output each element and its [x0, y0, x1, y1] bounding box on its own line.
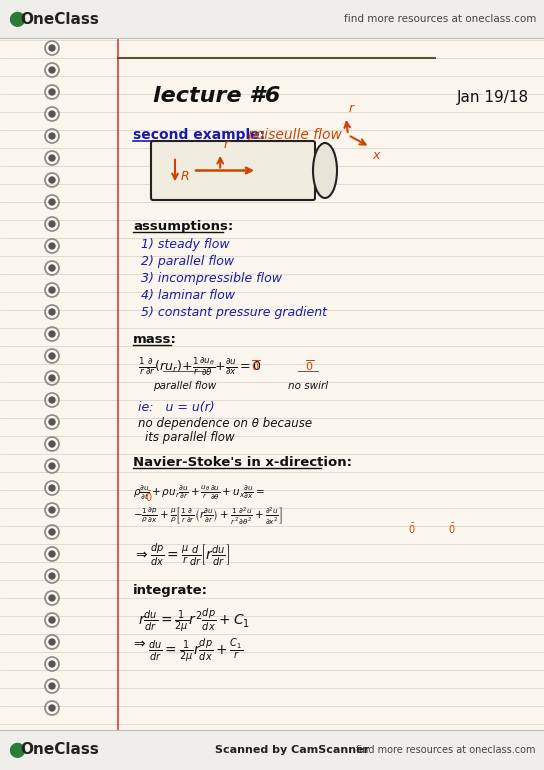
FancyBboxPatch shape [151, 141, 315, 200]
Circle shape [49, 595, 55, 601]
Text: 2) parallel flow: 2) parallel flow [141, 255, 234, 268]
Text: $\bar{0}$: $\bar{0}$ [145, 490, 152, 504]
Text: assumptions:: assumptions: [133, 220, 233, 233]
Circle shape [49, 155, 55, 161]
Circle shape [49, 639, 55, 645]
Circle shape [49, 353, 55, 359]
Circle shape [49, 375, 55, 381]
Circle shape [49, 287, 55, 293]
Text: ⬤: ⬤ [8, 12, 25, 27]
Text: $\Rightarrow$: $\Rightarrow$ [131, 636, 147, 650]
Circle shape [49, 683, 55, 689]
Text: x: x [372, 149, 379, 162]
Text: $-\frac{1}{\rho}\frac{\partial p}{\partial x}+\frac{\mu}{\rho}\left[\frac{1}{r}\: $-\frac{1}{\rho}\frac{\partial p}{\parti… [133, 506, 283, 527]
Text: integrate:: integrate: [133, 584, 208, 597]
Circle shape [49, 419, 55, 425]
Text: no dependence on θ because: no dependence on θ because [138, 417, 312, 430]
Circle shape [49, 617, 55, 623]
Circle shape [49, 67, 55, 73]
Text: $\overline{0}$: $\overline{0}$ [251, 358, 260, 373]
Bar [0, 730, 544, 770]
Text: Navier-Stoke's in x-direction:: Navier-Stoke's in x-direction: [133, 456, 352, 469]
Circle shape [49, 309, 55, 315]
Circle shape [49, 133, 55, 139]
Text: Scanned by CamScanner: Scanned by CamScanner [215, 745, 369, 755]
Text: mass:: mass: [133, 333, 177, 346]
Circle shape [49, 243, 55, 249]
Text: lecture #6: lecture #6 [153, 86, 280, 106]
Circle shape [49, 331, 55, 337]
Circle shape [49, 507, 55, 513]
Text: no swirl: no swirl [288, 381, 328, 391]
Text: $\overline{0}$: $\overline{0}$ [305, 358, 314, 373]
Text: $\bar{0}$: $\bar{0}$ [408, 522, 416, 536]
Text: $\bar{0}$: $\bar{0}$ [448, 522, 455, 536]
Circle shape [49, 529, 55, 535]
Circle shape [49, 573, 55, 579]
Text: OneClass: OneClass [20, 12, 99, 26]
Circle shape [49, 177, 55, 183]
Text: poiseulle flow: poiseulle flow [247, 128, 342, 142]
Text: second example:: second example: [133, 128, 265, 142]
Circle shape [49, 397, 55, 403]
Circle shape [49, 111, 55, 117]
Circle shape [49, 551, 55, 557]
Circle shape [49, 265, 55, 271]
Circle shape [49, 463, 55, 469]
Text: ⬤: ⬤ [8, 742, 25, 758]
Text: 5) constant pressure gradient: 5) constant pressure gradient [141, 306, 327, 319]
Text: find more resources at oneclass.com: find more resources at oneclass.com [344, 14, 536, 24]
Text: $\frac{du}{dr} = \frac{1}{2\mu}r\frac{dp}{dx} + \frac{C_1}{r}$: $\frac{du}{dr} = \frac{1}{2\mu}r\frac{dp… [148, 636, 243, 664]
Text: R: R [181, 169, 190, 182]
Text: ie:   u = u(r): ie: u = u(r) [138, 401, 215, 414]
Circle shape [49, 199, 55, 205]
Circle shape [49, 221, 55, 227]
Text: Jan 19/18: Jan 19/18 [457, 90, 529, 105]
Circle shape [49, 485, 55, 491]
Text: $\Rightarrow \frac{dp}{dx} = \frac{\mu}{r}\frac{d}{dr}\left[r\frac{du}{dr}\right: $\Rightarrow \frac{dp}{dx} = \frac{\mu}{… [133, 542, 230, 568]
Text: $\frac{1}{r}\frac{\partial}{\partial r}(r u_r)$$+ \frac{1}{r}\frac{\partial u_\t: $\frac{1}{r}\frac{\partial}{\partial r}(… [138, 355, 261, 377]
Circle shape [49, 45, 55, 51]
Ellipse shape [313, 143, 337, 198]
Circle shape [49, 89, 55, 95]
Text: 3) incompressible flow: 3) incompressible flow [141, 272, 282, 285]
Text: 4) laminar flow: 4) laminar flow [141, 289, 235, 302]
Text: 1) steady flow: 1) steady flow [141, 238, 230, 251]
Text: r: r [224, 139, 228, 151]
Circle shape [49, 661, 55, 667]
Text: its parallel flow: its parallel flow [145, 431, 234, 444]
Circle shape [49, 705, 55, 711]
Bar [0, 0, 544, 38]
Text: $\rho\frac{\partial u}{\partial t}+\rho u_r\frac{\partial u}{\partial r}+\frac{u: $\rho\frac{\partial u}{\partial t}+\rho … [133, 484, 265, 502]
Text: find more resources at oneclass.com: find more resources at oneclass.com [356, 745, 536, 755]
Text: OneClass: OneClass [20, 742, 99, 758]
Circle shape [49, 441, 55, 447]
Text: parallel flow: parallel flow [153, 381, 217, 391]
Text: $r\frac{du}{dr} = \frac{1}{2\mu}r^2\frac{dp}{dx} + C_1$: $r\frac{du}{dr} = \frac{1}{2\mu}r^2\frac… [138, 606, 250, 634]
Text: r: r [349, 102, 354, 115]
